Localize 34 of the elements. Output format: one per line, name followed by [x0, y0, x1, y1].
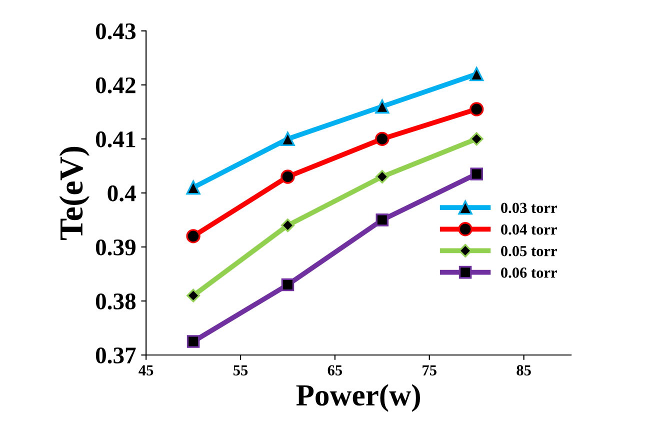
legend-label: 0.03 torr — [501, 202, 557, 214]
point — [470, 102, 484, 116]
point — [281, 278, 294, 292]
point — [280, 170, 295, 184]
y-tick-label: 0.37 — [96, 347, 136, 364]
legend-label: 0.06 torr — [501, 268, 557, 278]
legend-label: 0.04 torr — [501, 224, 557, 235]
x-tick-label: 55 — [233, 365, 248, 376]
point — [186, 288, 200, 302]
y-tick-label: 0.42 — [96, 77, 136, 94]
point — [470, 67, 484, 82]
point — [375, 170, 389, 184]
point — [186, 229, 200, 244]
point — [186, 335, 200, 348]
legend-label: 0.05 torr — [501, 246, 557, 256]
point — [375, 132, 390, 146]
x-tick-label: 75 — [422, 365, 436, 376]
y-tick-label: 0.43 — [96, 23, 136, 40]
point — [280, 132, 295, 146]
y-axis-title: Te(eV) — [59, 146, 90, 240]
point — [281, 218, 294, 232]
point — [376, 214, 389, 226]
y-tick-label: 0.39 — [96, 239, 136, 256]
y-tick-label: 0.38 — [96, 293, 136, 310]
point — [470, 168, 483, 180]
y-tick-label: 0.41 — [96, 131, 136, 148]
x-axis-title: Power(w) — [296, 384, 420, 412]
y-tick-label: 0.4 — [108, 185, 136, 202]
x-tick-label: 45 — [138, 365, 154, 376]
point — [186, 180, 200, 195]
x-tick-label: 65 — [328, 365, 342, 376]
point — [375, 99, 390, 114]
x-tick-label: 85 — [516, 365, 531, 376]
point — [470, 132, 484, 146]
